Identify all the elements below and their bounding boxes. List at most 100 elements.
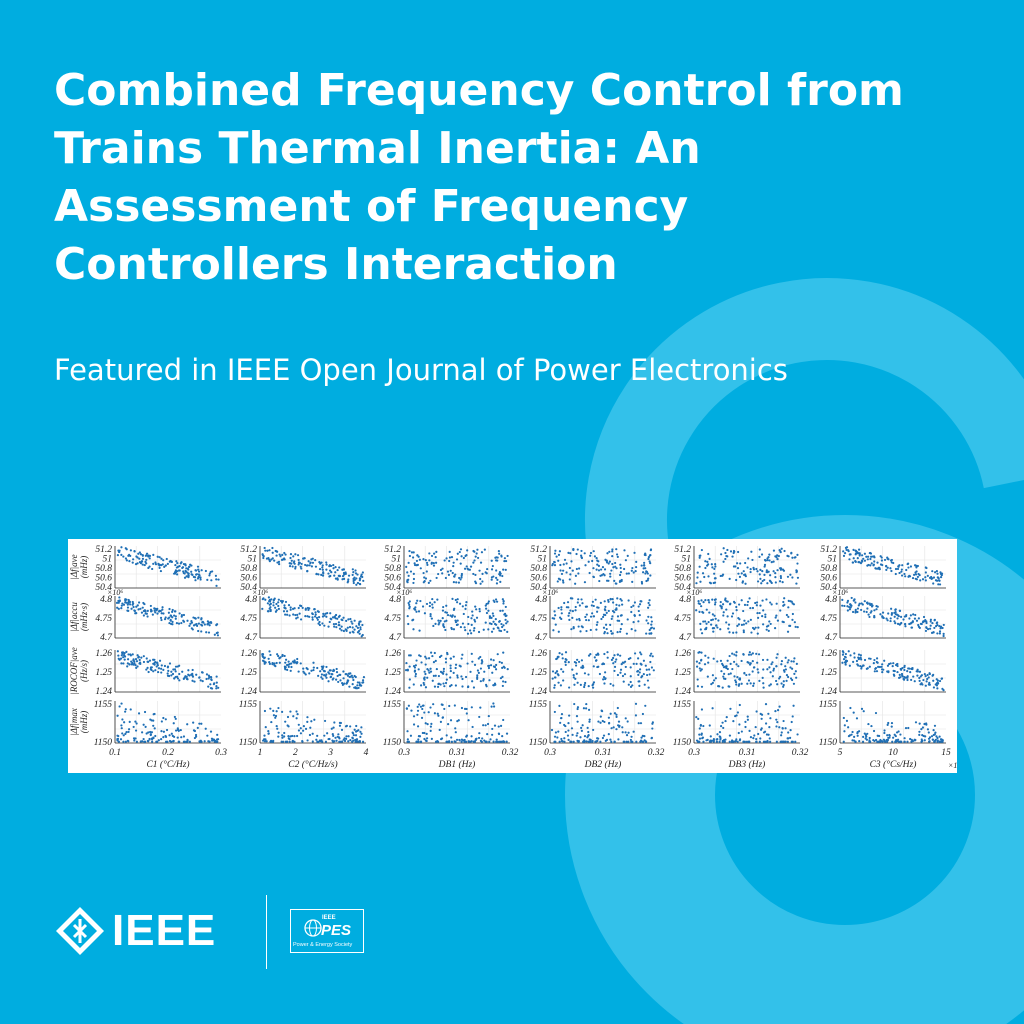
data-point [924,576,927,579]
data-point [298,561,301,564]
data-point [459,625,463,629]
data-point [341,681,344,685]
data-point [351,737,354,740]
data-point [738,618,741,621]
data-point [578,604,581,607]
data-point [261,554,265,557]
data-point [470,632,473,635]
data-point [581,664,584,667]
y-tick-label: 4.7 [389,633,402,643]
data-point [351,676,354,679]
data-point [735,663,738,666]
data-point [140,560,144,563]
data-point [576,732,579,735]
data-point [609,572,612,575]
data-point [452,655,455,658]
data-point [847,726,850,729]
data-point [563,737,566,740]
data-point [720,670,723,673]
y-tick-label: 1150 [819,738,838,748]
data-point [153,658,156,661]
data-point [327,680,330,683]
data-point [489,738,492,741]
data-point [708,724,711,727]
data-point [844,652,848,656]
data-point [845,546,849,549]
data-point [859,562,863,565]
data-point [606,632,609,635]
data-point [641,571,645,574]
data-point [904,575,907,578]
data-point [294,565,297,568]
data-point [187,669,190,672]
data-point [134,657,138,661]
data-point [647,686,650,689]
x-tick-label: 0.3 [398,748,410,758]
data-point [355,577,358,580]
data-point [171,610,174,613]
data-point [495,569,498,572]
data-point [289,553,293,556]
data-point [268,662,272,665]
data-point [419,599,422,603]
data-point [775,740,778,743]
data-point [615,582,618,585]
data-point [729,672,732,675]
scatter-matrix-figure: 51.2 51 50.8 50.6 50.4 51.2 51 50.8 50.6 50.4 51.2… [68,539,957,773]
data-point [204,569,207,573]
data-point [263,709,267,713]
data-point [918,676,921,680]
data-point [630,569,633,572]
data-point [421,731,424,735]
data-point [862,710,865,713]
y-tick-label: 1.26 [530,649,547,659]
data-point [922,615,926,619]
data-point [918,730,921,733]
data-point [581,724,584,727]
data-point [157,670,160,674]
data-point [841,661,844,664]
y-tick-label: 1.25 [674,668,691,678]
x-tick-label: 1 [258,748,263,758]
data-point [215,623,218,626]
data-point [352,577,355,581]
data-point [742,653,745,656]
data-point [860,667,863,670]
data-point [873,739,876,743]
data-point [143,563,146,567]
data-point [732,740,735,743]
data-point [755,737,758,741]
data-point [565,658,568,662]
data-point [349,725,352,728]
data-point [346,581,349,584]
data-point [352,734,355,737]
data-point [299,732,303,735]
data-point [280,558,284,561]
data-point [878,567,881,571]
data-point [263,546,266,550]
data-point [603,720,606,724]
data-point [152,724,155,727]
data-point [869,564,872,567]
data-point [869,552,873,555]
data-point [297,606,300,610]
data-point [581,666,584,669]
data-point [780,740,784,743]
data-point [768,553,771,556]
data-point [766,739,769,743]
data-point [857,656,860,659]
data-point [133,550,136,553]
data-point [768,684,771,687]
data-point [272,739,275,742]
data-point [304,727,308,730]
data-point [456,674,459,677]
data-point [926,728,930,731]
x-axis-label: DB2 (Hz) [584,759,622,770]
data-point [276,653,279,656]
y-axis-unit: (mHz) [79,556,89,579]
data-point [152,662,155,665]
data-point [921,726,925,729]
data-point [443,707,446,711]
data-point [294,553,297,556]
data-point [908,617,911,620]
